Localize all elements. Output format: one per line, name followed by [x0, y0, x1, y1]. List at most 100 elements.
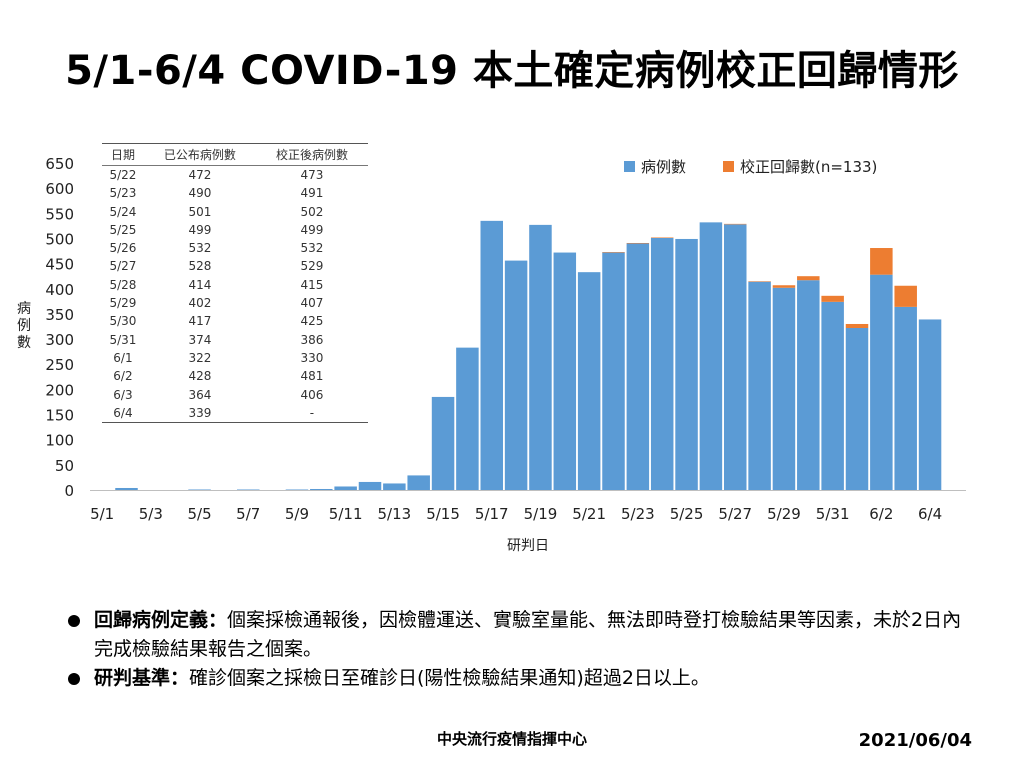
bar-case-count	[456, 347, 479, 490]
table-cell: 5/29	[109, 296, 137, 311]
y-axis-label-char: 數	[17, 335, 31, 351]
bar-case-count	[797, 280, 820, 490]
legend-swatch-cases	[624, 161, 635, 172]
table-cell: 386	[300, 332, 324, 347]
table-row: 5/30 417 425	[102, 312, 368, 330]
table-cell: 473	[300, 168, 324, 182]
covid-bar-chart: 0 50 100 150 200 250 300 350 400 450 500 550 600 650 病…	[17, 155, 966, 554]
bar-correction-count	[748, 281, 771, 282]
table-row: 6/3 364 406	[102, 386, 368, 404]
table-cell: 6/4	[102, 403, 144, 424]
table-cell: 5/30	[109, 314, 137, 329]
bar-case-count	[577, 272, 601, 490]
table-cell: 417	[188, 314, 212, 329]
y-tick-label: 350	[45, 306, 74, 324]
note-criteria-label: 研判基準：	[94, 667, 190, 689]
page-title: 5/1-6/4 COVID-19 本土確定病例校正回歸情形	[65, 48, 959, 94]
bullet-icon	[68, 673, 80, 685]
bar-case-count	[529, 224, 552, 490]
y-tick-label: 0	[64, 482, 74, 500]
x-tick-label: 5/25	[670, 505, 704, 523]
table-cell: 407	[300, 296, 324, 311]
x-tick-label: 5/15	[426, 505, 460, 523]
bar-correction-count	[626, 242, 650, 244]
table-row: 5/29 402 407	[102, 294, 368, 312]
legend-label-cases: 病例數	[641, 158, 686, 176]
table-cell: 5/24	[109, 204, 137, 219]
bar-correction-count	[894, 285, 917, 307]
y-axis-label-char: 例	[17, 318, 31, 334]
bullet-icon	[68, 615, 80, 627]
x-tick-label: 5/21	[572, 505, 606, 523]
bar-correction-count	[821, 295, 844, 302]
table-cell: 402	[188, 296, 212, 311]
table-row: 5/22 472 473	[102, 166, 368, 185]
y-tick-label: 550	[45, 205, 74, 223]
table-cell: 428	[188, 369, 212, 384]
bar-case-count	[383, 483, 406, 490]
table-header-cell: 日期	[102, 143, 144, 166]
bar-correction-count	[650, 237, 674, 238]
table-cell: 528	[188, 259, 212, 274]
table-cell: 5/27	[109, 259, 137, 274]
bar-case-count	[870, 274, 893, 490]
table-cell: 322	[188, 350, 212, 365]
table-cell: 339	[143, 403, 256, 424]
x-tick-label: 5/11	[329, 505, 363, 523]
bar-case-count	[480, 220, 503, 490]
x-axis-label: 研判日	[507, 538, 549, 554]
table-cell: 374	[188, 332, 212, 347]
bar-case-count	[650, 237, 674, 490]
bar-case-count	[504, 260, 528, 490]
table-cell: 5/25	[109, 222, 137, 237]
table-row: 5/26 532 532	[102, 239, 368, 257]
table-row: 5/27 528 529	[102, 257, 368, 275]
table-cell: 6/3	[113, 387, 133, 402]
note-criteria: 研判基準：確診個案之採檢日至確診日(陽性檢驗結果通知)超過2日以上。	[68, 664, 968, 693]
x-tick-label: 6/4	[918, 505, 942, 523]
bar-correction-count	[772, 285, 796, 288]
correction-table: 日期 已公布病例數 校正後病例數 5/22 472 473 5/23 490 491 5/24 5…	[102, 143, 368, 424]
bar-case-count	[407, 475, 430, 490]
x-tick-label: 5/9	[285, 505, 309, 523]
bar-case-count	[237, 489, 260, 490]
legend-label-correction: 校正回歸數(n=133)	[740, 158, 877, 176]
x-tick-label: 6/2	[869, 505, 893, 523]
bar-case-count	[285, 489, 309, 490]
table-cell: 415	[300, 277, 324, 292]
bar-case-count	[626, 243, 650, 490]
bar-case-count	[431, 396, 455, 490]
x-tick-label: 5/23	[621, 505, 655, 523]
table-cell: 529	[300, 259, 324, 274]
table-row: 5/28 414 415	[102, 276, 368, 294]
table-cell: 6/2	[113, 369, 133, 384]
table-header-cell: 已公布病例數	[143, 143, 256, 166]
table-cell: 501	[188, 204, 212, 219]
x-tick-label: 5/31	[816, 505, 850, 523]
bar-case-count	[675, 238, 698, 490]
note-definition: 回歸病例定義：個案採檢通報後，因檢體運送、實驗室量能、無法即時登打檢驗結果等因素…	[68, 606, 968, 664]
table-cell: 499	[188, 222, 212, 237]
x-tick-label: 5/17	[475, 505, 509, 523]
table-header-row: 日期 已公布病例數 校正後病例數	[102, 143, 368, 166]
y-tick-label: 600	[45, 180, 74, 198]
bar-case-count	[115, 487, 138, 490]
bar-case-count	[358, 481, 382, 490]
bar-case-count	[310, 488, 333, 490]
y-axis-label-char: 病	[17, 301, 31, 317]
table-cell: 425	[300, 314, 324, 329]
x-tick-label: 5/3	[139, 505, 163, 523]
table-cell: 532	[188, 241, 212, 256]
table-cell: 481	[300, 369, 324, 384]
y-tick-label: 450	[45, 256, 74, 274]
table-row: 5/24 501 502	[102, 203, 368, 221]
table-cell: 472	[188, 168, 212, 182]
table-cell: 5/26	[109, 241, 137, 256]
y-tick-label: 300	[45, 331, 74, 349]
y-tick-label: 250	[45, 356, 74, 374]
bar-case-count	[772, 287, 796, 490]
notes-section: 回歸病例定義：個案採檢通報後，因檢體運送、實驗室量能、無法即時登打檢驗結果等因素…	[68, 606, 968, 693]
bar-case-count	[602, 252, 625, 490]
x-tick-label: 5/27	[718, 505, 752, 523]
x-tick-label: 5/13	[378, 505, 412, 523]
